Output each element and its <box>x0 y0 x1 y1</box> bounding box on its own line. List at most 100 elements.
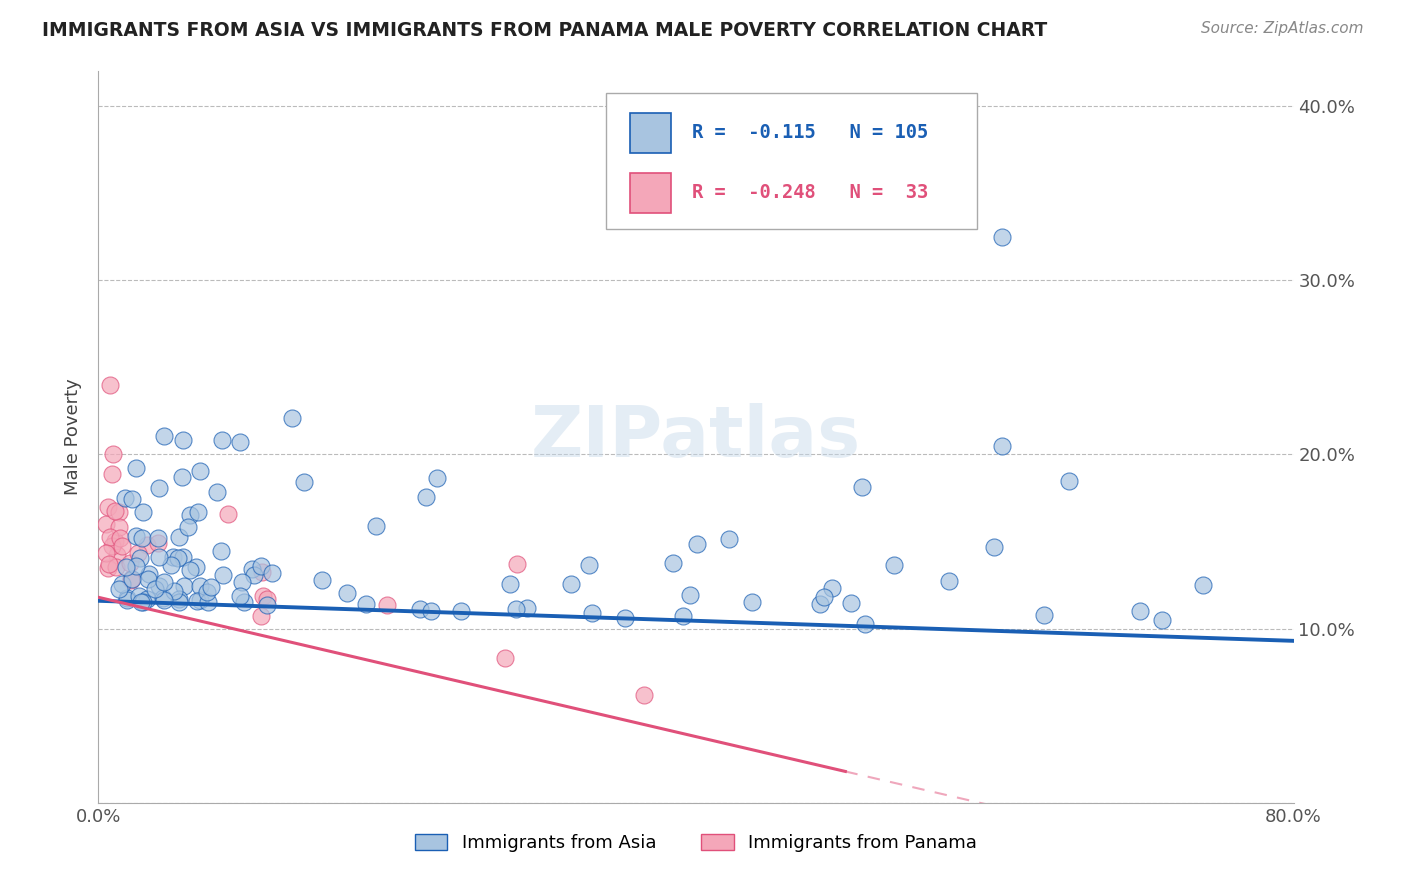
Point <box>125 558 148 573</box>
Point <box>121 491 143 506</box>
Point <box>132 505 155 519</box>
Point <box>311 573 333 587</box>
Point <box>129 551 152 566</box>
Point <box>162 550 184 565</box>
Point <box>128 589 150 603</box>
Point <box>1032 608 1054 623</box>
Point <box>120 573 142 587</box>
Point <box>108 520 131 534</box>
Point <box>152 429 174 443</box>
Point <box>187 505 209 519</box>
Point <box>415 490 437 504</box>
Point <box>377 598 399 612</box>
Point <box>188 579 211 593</box>
Point <box>250 565 273 579</box>
Point <box>105 548 128 562</box>
Point <box>228 435 250 450</box>
Point <box>121 572 143 586</box>
Point <box>115 592 138 607</box>
Point <box>120 572 142 586</box>
Point <box>188 593 211 607</box>
Point <box>578 558 600 573</box>
Point <box>184 560 207 574</box>
Point <box>148 579 170 593</box>
Point <box>167 595 190 609</box>
Point <box>260 566 283 581</box>
Point <box>217 507 239 521</box>
Point <box>364 518 387 533</box>
Text: R =  -0.248   N =  33: R = -0.248 N = 33 <box>692 184 928 202</box>
Point <box>118 556 141 570</box>
Point <box>160 558 183 573</box>
Point <box>114 491 136 505</box>
Point <box>281 410 304 425</box>
Point <box>153 593 176 607</box>
Point <box>938 574 960 588</box>
Point <box>127 546 149 560</box>
Point <box>356 597 378 611</box>
Point <box>146 532 169 546</box>
Point <box>211 433 233 447</box>
Point <box>633 688 655 702</box>
Point <box>136 592 159 607</box>
Point <box>195 585 218 599</box>
Point <box>679 588 702 602</box>
Point <box>179 563 201 577</box>
Point <box>131 595 153 609</box>
Point <box>98 558 121 572</box>
Point <box>420 604 443 618</box>
Point <box>853 617 876 632</box>
Point <box>115 560 138 574</box>
Point <box>148 549 170 564</box>
Point <box>336 586 359 600</box>
Point <box>136 572 159 586</box>
Point <box>813 590 835 604</box>
FancyBboxPatch shape <box>606 94 977 228</box>
Point <box>125 461 148 475</box>
Point <box>252 589 274 603</box>
Point <box>108 505 131 519</box>
Point <box>409 602 432 616</box>
Point <box>494 650 516 665</box>
Point <box>450 603 472 617</box>
Point <box>516 600 538 615</box>
Point <box>138 567 160 582</box>
Legend: Immigrants from Asia, Immigrants from Panama: Immigrants from Asia, Immigrants from Pa… <box>408 827 984 860</box>
Point <box>581 607 603 621</box>
Point <box>505 601 527 615</box>
Point <box>167 551 190 566</box>
Text: ZIPatlas: ZIPatlas <box>531 402 860 472</box>
Y-axis label: Male Poverty: Male Poverty <box>65 379 83 495</box>
Point <box>231 574 253 589</box>
Text: R =  -0.115   N = 105: R = -0.115 N = 105 <box>692 123 928 143</box>
Point <box>991 229 1014 244</box>
Point <box>94 517 117 532</box>
Point <box>111 577 134 591</box>
Point <box>172 470 194 484</box>
Point <box>111 540 134 554</box>
Point <box>169 592 191 607</box>
Point <box>292 475 315 490</box>
Point <box>146 536 169 550</box>
Point <box>173 579 195 593</box>
Point <box>131 531 153 545</box>
Point <box>883 558 905 572</box>
Point <box>841 596 863 610</box>
Point <box>991 439 1014 453</box>
Point <box>152 591 174 606</box>
Point <box>1129 604 1152 618</box>
Point <box>115 591 138 606</box>
Point <box>672 609 695 624</box>
Text: Source: ZipAtlas.com: Source: ZipAtlas.com <box>1201 21 1364 36</box>
Point <box>98 530 121 544</box>
Point <box>94 547 117 561</box>
Point <box>177 520 200 534</box>
Point <box>131 595 153 609</box>
Point <box>125 529 148 543</box>
Point <box>661 557 683 571</box>
Point <box>983 540 1005 554</box>
Point <box>167 530 190 544</box>
Point <box>1059 474 1081 488</box>
Point <box>243 568 266 582</box>
Point <box>135 538 157 552</box>
